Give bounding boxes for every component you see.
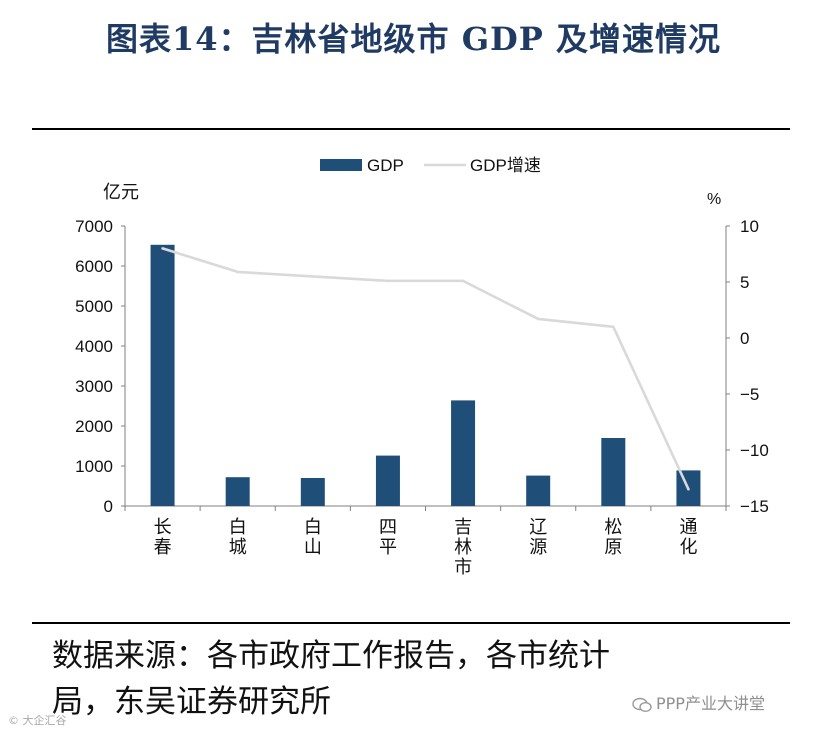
category-label: 源 [529, 537, 547, 557]
gdp-bar [300, 478, 325, 506]
category-label: 山 [304, 537, 322, 557]
category-label: 春 [154, 537, 172, 557]
gdp-growth-point [612, 325, 615, 329]
category-label: 通 [679, 517, 697, 537]
gdp-growth-point [536, 317, 540, 321]
category-label: 城 [229, 537, 247, 557]
legend-swatch-gdp [320, 159, 362, 171]
legend-label-gdp: GDP [367, 156, 404, 175]
left-tick-label: 4000 [75, 337, 113, 356]
gdp-bar [601, 438, 626, 506]
gdp-bar [150, 244, 175, 507]
right-tick-label: −15 [740, 497, 769, 516]
category-label: 松 [604, 517, 622, 537]
left-tick-label: 7000 [75, 217, 113, 236]
gdp-growth-point [236, 270, 239, 274]
gdp-bar [375, 455, 400, 506]
category-label: 长 [154, 517, 172, 537]
right-tick-label: 5 [740, 273, 749, 292]
gdp-growth-point [386, 279, 390, 283]
right-tick-label: 10 [740, 217, 759, 236]
category-label: 林 [454, 537, 472, 557]
right-tick-label: −5 [740, 385, 759, 404]
category-label: 四 [379, 517, 397, 537]
category-label: 吉 [454, 517, 472, 537]
category-label: 平 [379, 537, 397, 557]
gdp-growth-point [687, 487, 690, 491]
gdp-growth-point [461, 279, 465, 283]
wechat-icon [632, 697, 652, 712]
data-source-note: 数据来源：各市政府工作报告，各市统计 局，东吴证券研究所 [52, 633, 792, 725]
gdp-chart: 0 1000 2000 3000 4000 5000 6000 7000 −15 −10 −5 0 5 1… [75, 156, 769, 577]
watermark-left: © 大企汇谷 [8, 714, 67, 727]
source-line-2: 局，东吴证券研究所 [52, 684, 331, 720]
category-label: 白 [304, 517, 322, 537]
category-label: 化 [679, 537, 697, 557]
left-tick-label: 5000 [75, 297, 113, 316]
right-axis-unit: % [707, 191, 721, 208]
watermark-wechat-text: PPP产业大讲堂 [656, 694, 765, 713]
left-axis-unit: 亿元 [103, 182, 139, 202]
category-label: 白 [229, 517, 247, 537]
gdp-bar [225, 477, 250, 506]
left-tick-label: 6000 [75, 257, 113, 276]
left-tick-label: 1000 [75, 457, 113, 476]
top-divider [32, 128, 790, 130]
left-tick-label: 3000 [75, 377, 113, 396]
gdp-growth-line [162, 247, 690, 490]
page-title: 图表14：吉林省地级市 GDP 及增速情况 [106, 20, 721, 58]
gdp-bar [526, 475, 551, 506]
category-label: 原 [604, 537, 622, 557]
watermark-wechat: PPP产业大讲堂 [632, 690, 765, 714]
gdp-growth-point [311, 275, 315, 278]
category-label: 辽 [529, 517, 547, 537]
right-tick-label: −10 [740, 441, 769, 460]
gdp-bar [451, 400, 476, 506]
bottom-divider [32, 622, 790, 624]
legend-label-growth: GDP增速 [470, 156, 541, 175]
source-line-1: 数据来源：各市政府工作报告，各市统计 [52, 638, 610, 674]
right-tick-label: 0 [740, 329, 749, 348]
left-tick-label: 2000 [75, 417, 113, 436]
gdp-growth-point [161, 247, 164, 250]
left-tick-label: 0 [104, 497, 113, 516]
category-label: 市 [454, 557, 472, 577]
